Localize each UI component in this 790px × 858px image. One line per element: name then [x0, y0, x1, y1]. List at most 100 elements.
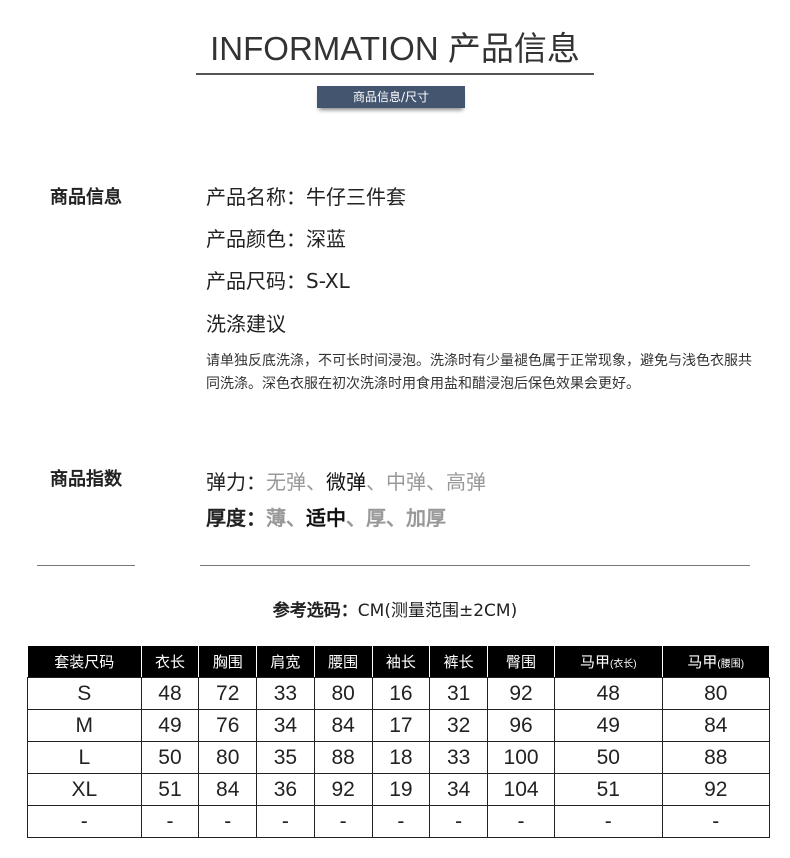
table-cell: 48 — [140, 677, 200, 710]
label: 产品名称： — [206, 185, 306, 209]
table-cell: 48 — [554, 677, 663, 710]
thickness-row: 厚度：薄、适中、厚、加厚 — [206, 502, 446, 531]
separator: 、 — [426, 470, 446, 494]
product-color: 产品颜色：深蓝 — [206, 223, 346, 252]
table-cell: 31 — [429, 677, 488, 710]
option-elastic_options: 微弹 — [326, 470, 366, 494]
table-cell: 50 — [554, 741, 663, 774]
header-label: 套装尺码 — [54, 654, 115, 671]
table-cell: 50 — [140, 741, 200, 774]
wash-text: 请单独反底洗涤，不可长时间浸泡。洗涤时有少量褪色属于正常现象，避免与浅色衣服共同… — [206, 353, 752, 392]
header-label: 肩宽 — [270, 654, 301, 671]
table-cell: 92 — [486, 677, 556, 710]
table-cell: - — [198, 805, 258, 838]
table-cell: 80 — [661, 677, 770, 710]
header-label: 袖长 — [385, 654, 416, 671]
table-cell: 84 — [661, 709, 770, 742]
header-label: 裤长 — [443, 654, 474, 671]
product-name: 产品名称：牛仔三件套 — [206, 181, 406, 210]
header-label: 马甲 — [687, 654, 718, 671]
table-cell: 72 — [198, 677, 258, 710]
header-note: (衣长) — [609, 659, 637, 670]
label: 产品颜色： — [206, 227, 306, 251]
table-row: ---------- — [27, 805, 770, 838]
table-cell: 33 — [256, 677, 315, 710]
table-cell: 80 — [313, 677, 373, 710]
table-cell: - — [554, 805, 663, 838]
option-elastic_options: 高弹 — [446, 470, 486, 494]
table-cell: 32 — [429, 709, 488, 742]
table-cell: 100 — [486, 741, 556, 774]
table-cell: 51 — [554, 773, 663, 806]
divider-right — [200, 565, 750, 566]
table-cell: 92 — [661, 773, 770, 806]
table-cell: 84 — [198, 773, 258, 806]
table-cell: 80 — [198, 741, 258, 774]
table-cell: - — [661, 805, 770, 838]
table-cell: 35 — [256, 741, 315, 774]
table-cell: 34 — [256, 709, 315, 742]
table-cell: L — [27, 741, 142, 774]
table-cell: 36 — [256, 773, 315, 806]
table-cell: - — [429, 805, 488, 838]
table-row: XL 51 84 36 92 19 34 104 51 92 — [27, 773, 770, 806]
page-title: INFORMATION 产品信息 — [210, 30, 580, 67]
option-elastic_options: 中弹 — [386, 470, 426, 494]
column-header: 衣长 — [140, 645, 200, 678]
table-cell: 18 — [371, 741, 431, 774]
table-cell: 88 — [661, 741, 770, 774]
option-thickness_options: 适中 — [306, 506, 346, 530]
table-row: M 49 76 34 84 17 32 96 49 84 — [27, 709, 770, 742]
table-cell: - — [140, 805, 200, 838]
table-cell: M — [27, 709, 142, 742]
column-header: 腰围 — [313, 645, 373, 678]
header-label: 臀围 — [506, 654, 537, 671]
column-header: 马甲(衣长) — [554, 645, 663, 678]
section-badge: 商品信息/尺寸 — [317, 86, 465, 108]
column-header: 套装尺码 — [27, 645, 142, 678]
label: 参考选码： — [272, 601, 358, 621]
reference-note: 参考选码：CM(测量范围±2CM) — [0, 596, 790, 621]
column-header: 马甲(腰围) — [661, 645, 770, 678]
table-cell: 16 — [371, 677, 431, 710]
table-cell: - — [371, 805, 431, 838]
value: CM(测量范围±2CM) — [357, 601, 518, 621]
table-cell: 96 — [486, 709, 556, 742]
thickness-options: 薄、适中、厚、加厚 — [266, 506, 446, 530]
table-cell: 49 — [554, 709, 663, 742]
table-cell: - — [486, 805, 556, 838]
table-row: S 48 72 33 80 16 31 92 48 80 — [27, 677, 770, 710]
column-header: 裤长 — [429, 645, 488, 678]
column-header: 肩宽 — [256, 645, 315, 678]
separator: 、 — [286, 506, 306, 530]
table-cell: 84 — [313, 709, 373, 742]
header-note: (腰围) — [717, 659, 745, 670]
header-label: 衣长 — [154, 654, 185, 671]
separator: 、 — [346, 506, 366, 530]
header-label: 腰围 — [328, 654, 359, 671]
elastic-row: 弹力：无弹、微弹、中弹、高弹 — [206, 466, 486, 495]
separator: 、 — [306, 470, 326, 494]
label: 产品尺码： — [206, 269, 306, 293]
header-label: 胸围 — [212, 654, 243, 671]
table-cell: 34 — [429, 773, 488, 806]
index-section-title: 商品指数 — [50, 469, 122, 490]
table-cell: 49 — [140, 709, 200, 742]
table-cell: 92 — [313, 773, 373, 806]
separator: 、 — [386, 506, 406, 530]
separator: 、 — [366, 470, 386, 494]
value: S-XL — [306, 269, 350, 293]
option-thickness_options: 厚 — [366, 506, 386, 530]
info-section-title: 商品信息 — [50, 187, 122, 208]
column-header: 袖长 — [371, 645, 431, 678]
table-cell: 19 — [371, 773, 431, 806]
table-cell: 33 — [429, 741, 488, 774]
value: 深蓝 — [306, 227, 346, 251]
table-cell: XL — [27, 773, 142, 806]
divider-left — [37, 565, 135, 566]
value: 牛仔三件套 — [306, 185, 406, 209]
column-header: 胸围 — [198, 645, 258, 678]
column-header: 臀围 — [486, 645, 556, 678]
table-row: L 50 80 35 88 18 33 100 50 88 — [27, 741, 770, 774]
table-cell: - — [313, 805, 373, 838]
